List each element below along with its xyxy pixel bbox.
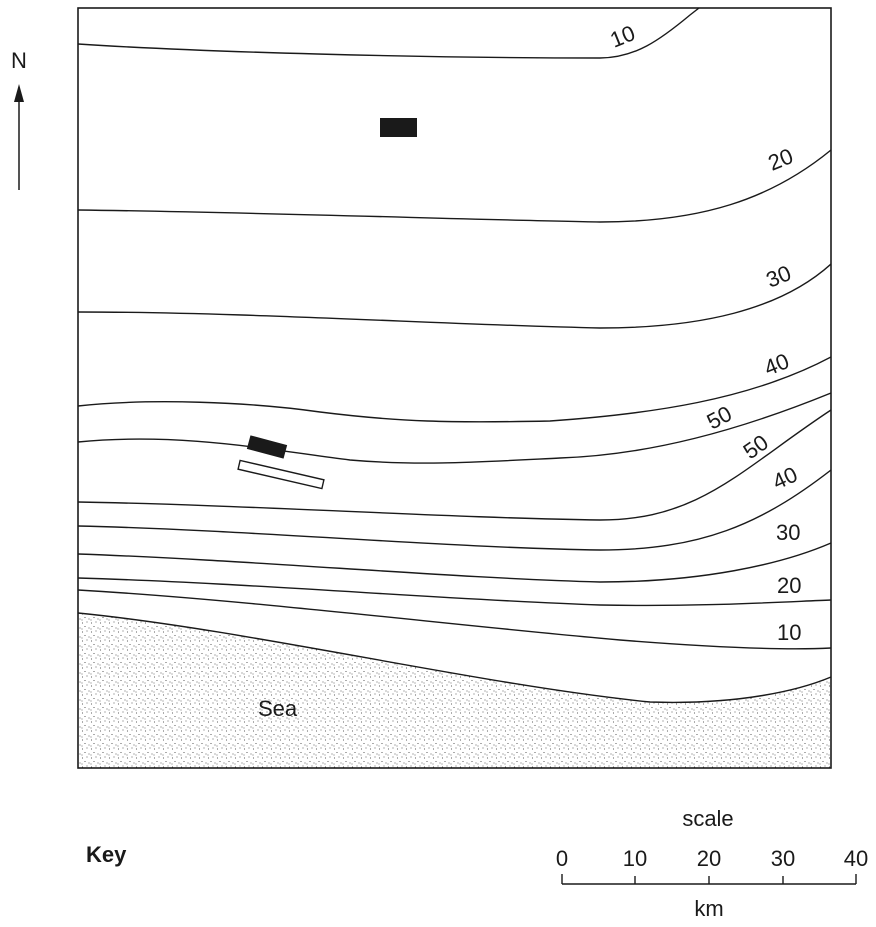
contour-north-40 [78, 356, 831, 423]
contour-south-50 [78, 409, 831, 521]
coastline [78, 612, 831, 704]
contour-label-north-20: 20 [765, 143, 797, 175]
contour-label-south-50: 50 [739, 430, 773, 465]
scale-bar: scale 0 10 20 30 40 km [556, 806, 868, 921]
contour-north-50 [78, 392, 831, 464]
scale-title: scale [682, 806, 733, 831]
contour-label-south-10: 10 [777, 620, 801, 645]
north-arrow-icon [14, 84, 24, 190]
contour-label-south-20: 20 [777, 573, 801, 598]
scale-tick-40: 40 [844, 846, 868, 871]
settlement-south [246, 435, 288, 459]
sea-label: Sea [258, 696, 298, 721]
contour-label-south-30: 30 [776, 520, 800, 545]
settlement-north [380, 118, 417, 137]
scale-tick-0: 0 [556, 846, 568, 871]
outline-feature [237, 459, 325, 490]
contour-north-20 [78, 149, 831, 223]
contour-south-40 [78, 469, 831, 551]
contour-label-north-30: 30 [763, 260, 795, 292]
contour-label-north-50: 50 [703, 401, 736, 435]
contour-south-10 [78, 589, 831, 650]
contour-label-north-10: 10 [607, 20, 639, 52]
contour-label-south-40: 40 [769, 462, 802, 495]
key-heading: Key [86, 842, 127, 867]
scale-tick-10: 10 [623, 846, 647, 871]
map-frame [77, 7, 832, 769]
contour-label-north-40: 40 [761, 348, 793, 380]
scale-unit: km [694, 896, 723, 921]
contour-north-30 [78, 263, 831, 329]
scale-tick-30: 30 [771, 846, 795, 871]
sea-area [78, 613, 831, 768]
contour-south-20 [78, 577, 831, 607]
contour-south-30 [78, 542, 831, 583]
scale-tick-20: 20 [697, 846, 721, 871]
north-label: N [11, 48, 27, 73]
contour-north-10 [78, 8, 700, 59]
